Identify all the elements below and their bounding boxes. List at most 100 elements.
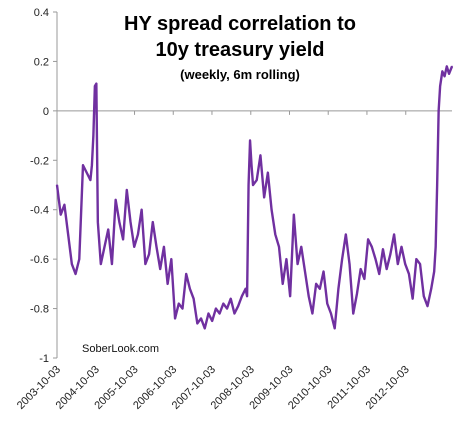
data-point: [189, 288, 191, 290]
y-tick-label: -0.8: [30, 304, 49, 316]
data-point: [163, 245, 165, 248]
data-point: [71, 263, 73, 265]
data-point: [439, 85, 441, 87]
data-point: [237, 305, 239, 307]
data-point: [322, 270, 325, 273]
data-point: [103, 245, 106, 248]
data-point: [250, 164, 253, 167]
data-point: [389, 253, 392, 255]
data-point: [155, 245, 158, 248]
data-point: [122, 238, 124, 241]
data-point: [203, 327, 206, 330]
data-point: [430, 288, 433, 290]
data-point: [166, 283, 169, 285]
data-point: [326, 302, 329, 305]
data-point: [443, 75, 446, 78]
data-point: [252, 184, 254, 186]
data-point: [311, 312, 314, 315]
data-point: [241, 295, 243, 298]
data-point: [437, 110, 440, 112]
data-point: [345, 233, 347, 236]
data-point: [433, 270, 435, 273]
data-point: [289, 295, 291, 298]
data-point: [393, 233, 395, 236]
data-point: [92, 134, 95, 137]
y-tick-label: 0: [43, 106, 49, 118]
y-ticks: 0.4 0.2 0 -0.2 -0.4 -0.6 -0.8 -1: [30, 7, 57, 365]
data-point: [333, 327, 336, 330]
data-point: [100, 263, 102, 265]
data-point: [63, 203, 66, 206]
data-point: [137, 233, 139, 236]
data-point: [419, 263, 421, 265]
data-point: [78, 258, 81, 260]
y-tick-label: 0.2: [34, 56, 49, 68]
data-point: [436, 184, 438, 186]
y-tick-label: -1: [39, 353, 49, 365]
data-point: [263, 196, 265, 199]
data-point: [367, 238, 369, 241]
chart-subtitle: (weekly, 6m rolling): [180, 67, 300, 82]
data-point: [185, 273, 187, 275]
data-point: [222, 302, 225, 305]
data-point: [337, 288, 340, 290]
data-point: [281, 283, 284, 285]
data-point: [67, 233, 69, 236]
data-point: [352, 312, 355, 315]
series: [55, 65, 454, 330]
data-point: [111, 263, 113, 265]
y-tick-label: -0.6: [30, 254, 49, 266]
data-point: [371, 245, 373, 248]
data-point: [129, 221, 132, 223]
data-point: [359, 268, 362, 270]
data-point: [229, 297, 232, 300]
data-point: [434, 245, 437, 248]
data-point: [319, 288, 321, 290]
data-point: [270, 208, 273, 211]
series-line: [55, 65, 454, 330]
data-point: [174, 317, 176, 320]
data-point: [192, 297, 195, 300]
data-point: [114, 199, 117, 201]
data-point: [144, 263, 147, 265]
data-point: [211, 320, 213, 322]
data-point: [170, 258, 173, 260]
data-point: [94, 85, 96, 87]
data-point: [385, 268, 388, 270]
y-tick-label: 0.4: [34, 7, 49, 19]
data-point: [56, 184, 58, 186]
data-point: [215, 307, 217, 310]
data-point: [200, 317, 202, 320]
chart-title-line-2: 10y treasury yield: [156, 39, 325, 61]
data-point: [74, 273, 77, 275]
data-point: [448, 72, 450, 75]
data-point: [300, 245, 303, 248]
data-point: [207, 312, 210, 315]
data-point: [307, 295, 310, 298]
data-point: [259, 154, 262, 157]
chart-title-line-1: HY spread correlation to: [124, 13, 356, 35]
data-point: [408, 273, 410, 275]
data-point: [233, 312, 236, 315]
data-point: [247, 184, 250, 186]
data-point: [304, 270, 306, 273]
data-point: [404, 263, 407, 265]
data-point: [267, 171, 269, 174]
data-point: [374, 258, 377, 260]
data-point: [422, 295, 425, 298]
data-point: [218, 312, 221, 315]
data-point: [246, 295, 248, 298]
data-point: [382, 248, 384, 251]
data-point: [278, 245, 280, 248]
data-point: [363, 278, 366, 280]
data-point: [159, 268, 162, 270]
data-point: [97, 221, 99, 223]
data-point: [249, 139, 251, 142]
data-point: [411, 297, 414, 300]
data-point: [177, 302, 180, 305]
data-point: [59, 213, 62, 216]
data-point: [140, 208, 143, 211]
data-point: [85, 171, 88, 174]
